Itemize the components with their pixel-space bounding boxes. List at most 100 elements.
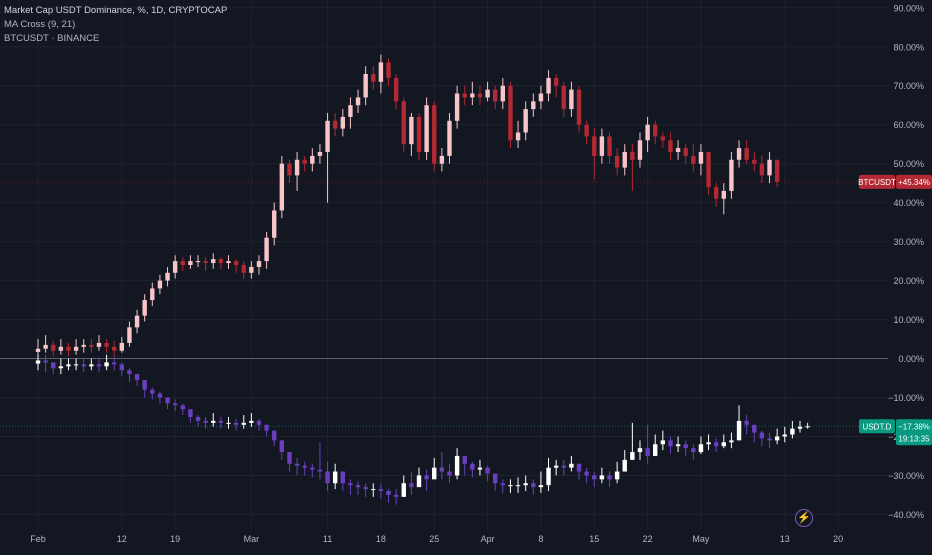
- usdt-candle: [203, 416, 208, 429]
- btcusdt-body: [721, 190, 726, 199]
- usdt-body: [340, 471, 345, 484]
- usdt-body: [515, 485, 521, 487]
- usdt-candle: [416, 467, 422, 488]
- usdt-candle: [432, 457, 437, 480]
- btcusdt-candle: [279, 155, 285, 219]
- btcusdt-candle: [150, 282, 155, 306]
- btcusdt-candle: [378, 54, 384, 94]
- btcusdt-candle: [302, 155, 307, 172]
- btcusdt-candle: [736, 140, 742, 168]
- usdt-candle: [325, 461, 330, 492]
- usdt-candle: [592, 471, 597, 488]
- btcusdt-candle: [523, 101, 528, 141]
- btcusdt-candle: [340, 109, 345, 137]
- usdt-body: [371, 489, 376, 491]
- x-tick-label: 15: [589, 534, 599, 544]
- usdt-body: [531, 483, 536, 488]
- usdt-body: [790, 428, 795, 435]
- usdt-body: [89, 364, 94, 367]
- btcusdt-candle: [752, 151, 757, 172]
- usdt-candle: [150, 387, 155, 400]
- usdt-candle: [302, 461, 307, 476]
- usdt-body: [553, 465, 559, 468]
- price-badges: BTCUSDT +45.34% USDT.D −17.38% 19:13:35: [858, 174, 932, 446]
- usdt-body: [264, 424, 269, 431]
- btcusdt-candle: [51, 340, 56, 357]
- btcusdt-candle: [96, 335, 102, 351]
- btcusdt-body: [698, 151, 704, 164]
- usdt-candle: [630, 422, 635, 460]
- usdt-body: [279, 440, 285, 453]
- usdt-candle: [660, 430, 666, 451]
- btcusdt-body: [43, 344, 48, 349]
- btcusdt-body: [371, 74, 376, 82]
- usdt-candle: [614, 461, 620, 484]
- usdt-candle: [165, 397, 170, 410]
- btcusdt-body: [645, 124, 650, 141]
- btcusdt-body: [58, 346, 64, 351]
- btcusdt-candle: [630, 144, 635, 191]
- btcusdt-body: [272, 210, 277, 238]
- usdt-body: [287, 452, 292, 464]
- btcusdt-body: [226, 261, 231, 264]
- y-axis[interactable]: 90.00% 80.00% 70.00% 60.00% 50.00% 40.00% 30.0…: [888, 3, 924, 520]
- btcusdt-candle: [759, 155, 765, 184]
- btcusdt-candle: [371, 66, 376, 90]
- btcusdt-body: [66, 346, 71, 351]
- usdt-badge-value: −17.38%: [898, 422, 930, 431]
- usdt-badge-symbol-bg: [859, 419, 895, 434]
- usdt-candle: [195, 415, 201, 427]
- compare-symbol-label[interactable]: BTCUSDT · BINANCE: [4, 33, 100, 44]
- usdt-candle: [264, 424, 269, 437]
- btcusdt-candle: [386, 58, 391, 86]
- x-axis[interactable]: Feb 12 19 Mar 11 18 25 Apr 8 15 22 May 13 20: [30, 534, 843, 544]
- btcusdt-body: [249, 266, 254, 273]
- usdt-body: [721, 442, 726, 447]
- usdt-body: [592, 475, 597, 480]
- usdt-candle: [310, 463, 315, 478]
- usdt-candle: [279, 440, 285, 460]
- btcusdt-candle: [470, 81, 475, 106]
- btcusdt-body: [112, 346, 117, 351]
- btcusdt-candle: [157, 274, 163, 295]
- btcusdt-body: [759, 163, 765, 176]
- btcusdt-body: [89, 344, 94, 347]
- y-tick-label: 20.00%: [893, 276, 924, 286]
- btcusdt-candle: [553, 74, 559, 98]
- btcusdt-body: [470, 93, 475, 98]
- usdt-candle: [736, 405, 742, 441]
- btcusdt-body: [767, 159, 772, 176]
- btcusdt-candle: [233, 259, 239, 273]
- usdt-body: [150, 389, 155, 394]
- usdt-body: [218, 420, 224, 423]
- usdt-dominance-candles: [35, 354, 810, 505]
- btcusdt-body: [462, 93, 467, 98]
- usdt-body: [401, 483, 406, 497]
- usdt-candle: [538, 471, 544, 493]
- btcusdt-body: [675, 148, 681, 152]
- btcusdt-body: [553, 77, 559, 86]
- btcusdt-candle: [104, 339, 109, 353]
- btcusdt-badge-symbol-bg: [859, 174, 895, 189]
- btcusdt-body: [599, 136, 605, 156]
- btcusdt-candle: [424, 97, 429, 160]
- btcusdt-candle: [607, 132, 612, 164]
- btcusdt-body: [493, 89, 498, 102]
- usdt-body: [432, 467, 437, 480]
- usdt-candle: [332, 463, 338, 490]
- btcusdt-candle: [43, 335, 48, 353]
- usdt-candle: [157, 391, 163, 404]
- usdt-body: [691, 448, 696, 453]
- usdt-candle: [447, 463, 452, 484]
- usdt-candle: [599, 467, 605, 484]
- usdt-body: [470, 463, 475, 470]
- lightning-bolt-icon[interactable]: ⚡: [795, 509, 813, 527]
- btcusdt-candle: [401, 97, 406, 152]
- indicator-label[interactable]: MA Cross (9, 21): [4, 19, 76, 30]
- usdt-badge-symbol: USDT.D: [863, 422, 892, 431]
- btcusdt-candle: [211, 253, 216, 269]
- main-series-title[interactable]: Market Cap USDT Dominance, %, 1D, CRYPTO…: [4, 5, 228, 16]
- btcusdt-body: [630, 151, 635, 160]
